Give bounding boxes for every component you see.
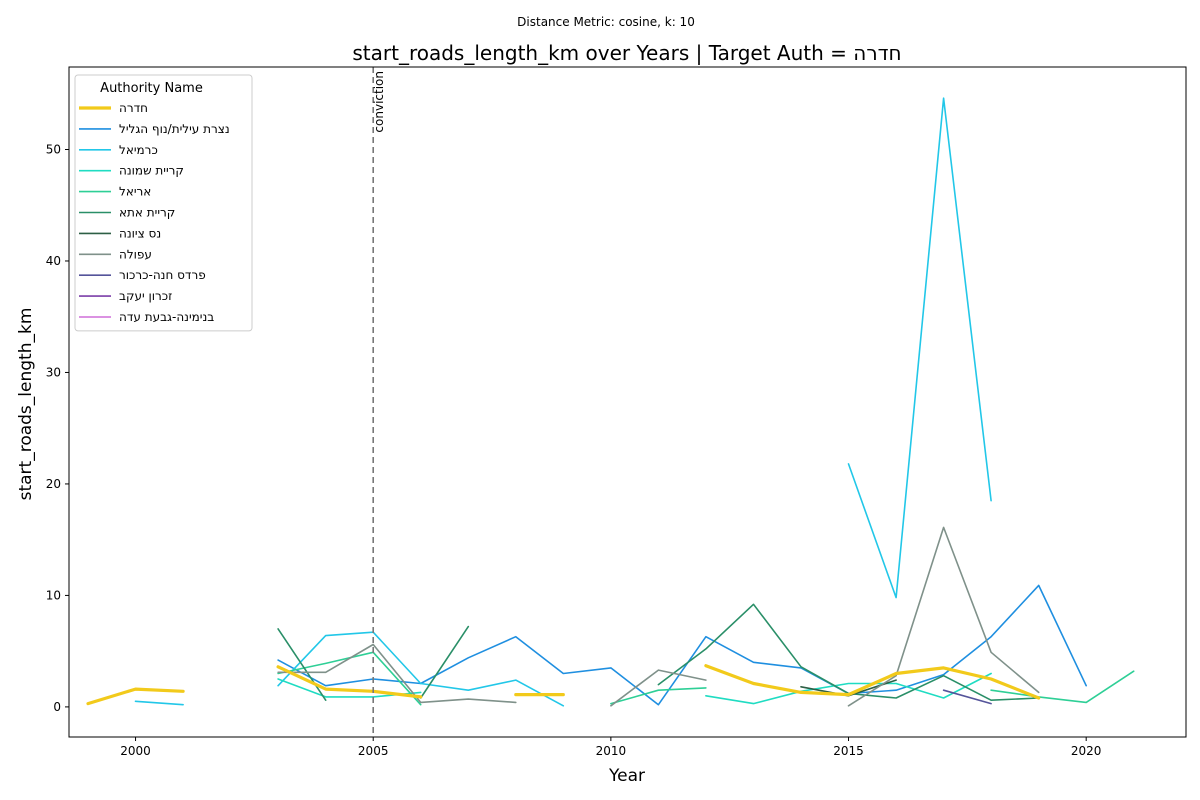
legend-entry-label: נס ציונה xyxy=(119,226,161,240)
legend-title: Authority Name xyxy=(100,81,203,96)
plot-frame xyxy=(68,66,1187,738)
legend-entry-label: נצרת עילית/נוף הגליל xyxy=(119,122,230,136)
chart-title: start_roads_length_km over Years | Targe… xyxy=(352,41,901,65)
series-line-4 xyxy=(277,651,1135,706)
x-tick-label: 2015 xyxy=(833,744,864,758)
legend-entry-label: פרדס חנה-כרכור xyxy=(119,268,206,282)
series-line-0 xyxy=(86,664,1041,706)
legend-entry-label: בנימינה-גבעת עדה xyxy=(119,310,214,324)
legend-entry-label: עפולה xyxy=(119,247,152,261)
legend-entry-label: כרמיאל xyxy=(119,143,158,157)
legend-entry-label: חדרה xyxy=(119,101,148,115)
legend-entry-label: קריית אתא xyxy=(119,206,175,220)
x-tick-label: 2020 xyxy=(1071,744,1102,758)
x-tick-label: 2010 xyxy=(596,744,627,758)
legend-entry-label: אריאל xyxy=(119,185,151,199)
legend-box xyxy=(74,74,253,332)
y-tick-label: 40 xyxy=(46,254,61,268)
chart-suptitle: Distance Metric: cosine, k: 10 xyxy=(517,15,695,29)
series-line-2 xyxy=(134,97,992,707)
y-tick-label: 20 xyxy=(46,477,61,491)
y-tick-label: 50 xyxy=(46,142,61,156)
annotation-text: conviction xyxy=(372,71,386,133)
y-tick-label: 0 xyxy=(53,700,61,714)
series-line-7 xyxy=(277,526,1040,707)
x-axis-label: Year xyxy=(608,766,645,786)
x-tick-label: 2000 xyxy=(120,744,151,758)
x-tick-label: 2005 xyxy=(358,744,389,758)
y-tick-label: 10 xyxy=(46,588,61,602)
legend-entry-label: זכרון יעקב xyxy=(119,289,172,303)
y-axis-label: start_roads_length_km xyxy=(16,308,36,501)
y-tick-label: 30 xyxy=(46,365,61,379)
plot-area: conviction 2000 2005 2010 2015 2020 0 10 20 30 40 5… xyxy=(46,66,1187,758)
legend-entry-label: קריית שמונה xyxy=(119,164,184,178)
series-line-8 xyxy=(942,689,992,705)
